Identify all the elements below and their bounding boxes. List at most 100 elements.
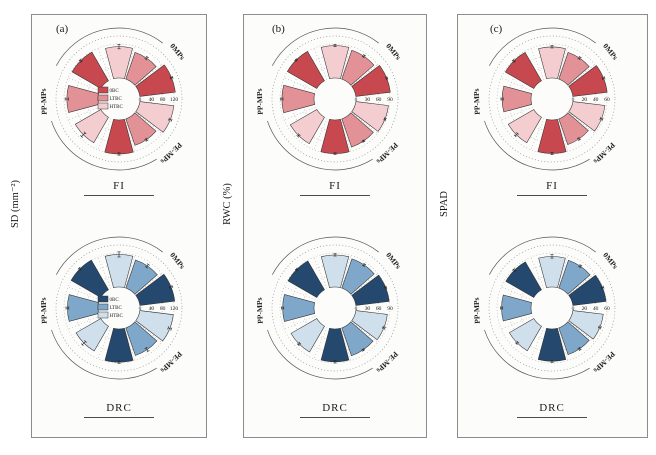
group-label-PP-MPs: PP-MPs [39,88,49,115]
wedge-PP-MPs-HTBC [75,318,109,352]
error-bar [600,118,603,120]
error-cap [170,118,173,122]
wedge-PP-MPs-LTBC [501,294,533,322]
condition-title-c-drc: DRC [510,402,594,418]
grid-ring [86,66,152,132]
error-bar [516,341,519,344]
grid-ring [86,275,152,341]
wedge-PP-MPs-LTBC [67,294,100,322]
outer-ring [488,35,616,163]
error-bar [578,56,581,60]
wedge-0MPs-LTBC [558,259,591,295]
wedge-PE-MPs-0BC [537,118,567,154]
wedge-PP-MPs-0BC [287,260,325,298]
legend-swatch-LTBC [97,94,109,102]
error-bar [512,59,515,62]
error-cap [513,269,517,273]
r-tick-label: 40 [593,97,599,103]
wedge-PE-MPs-HTBC [135,310,174,342]
group-label-PE-MPs: PE-MPs [375,141,400,166]
error-cap [168,285,171,290]
legend-swatch-0BC [97,86,109,94]
error-cap [576,136,580,140]
error-cap [513,60,517,64]
grid-spoke [340,328,352,361]
r-tick-label: 0 [355,306,358,312]
error-bar [601,286,604,289]
error-cap [600,326,602,330]
r-tick-label: 0 [139,306,142,312]
r-tick-label: 40 [593,306,599,312]
error-cap [78,58,82,62]
wedge-PE-MPs-0BC [537,327,567,362]
condition-underline [300,195,370,196]
error-cap [513,134,517,138]
wedge-PE-MPs-HTBC [135,101,175,133]
outer-ring [271,35,399,163]
group-label-PP-MPs: PP-MPs [472,88,482,115]
r-tick-label: 90 [387,306,393,312]
wedge-PE-MPs-LTBC [558,112,589,145]
wedge-0MPs-HTBC [320,254,350,289]
panel-a: (a) [31,14,207,438]
error-cap [144,266,148,269]
wedge-PE-MPs-LTBC [341,112,374,148]
wedge-PE-MPs-HTBC [568,101,606,132]
panel-letter-b: (b) [272,23,285,35]
group-arc [267,329,373,380]
error-cap [384,117,387,122]
error-bar [298,342,301,345]
error-cap [80,343,84,347]
wedge-PP-MPs-LTBC [282,294,316,322]
axis-label-sd: SD (mm⁻²) [10,179,21,229]
group-arc [51,120,157,171]
condition-underline [84,195,154,196]
grid-spoke [68,286,100,301]
r-tick-label: 0 [572,306,575,312]
wedge-0MPs-0BC [351,65,391,97]
r-tick-label: 60 [604,97,610,103]
error-cap [361,139,365,142]
r-tick-label: 120 [170,306,179,312]
error-cap [168,117,170,121]
grid-spoke [284,77,316,92]
wedge-0MPs-HTBC [538,256,566,289]
error-bar [578,137,580,141]
error-bar [169,286,173,288]
error-cap [296,134,300,138]
error-bar [145,56,148,60]
grid-spoke [557,46,569,79]
error-cap [579,264,583,267]
group-arc [272,236,379,275]
condition-title-a-drc: DRC [77,402,161,418]
r-tick-label: 30 [365,306,371,312]
wedge-0MPs-HTBC [320,45,350,80]
error-cap [170,327,173,331]
r-tick-label: 40 [149,97,155,103]
outer-ring [55,35,183,163]
error-cap [386,76,389,80]
legend-swatch-LTBC [97,303,109,311]
condition-underline [300,417,370,418]
error-cap [384,326,386,330]
group-arc [267,120,373,171]
grid-ring [302,275,368,341]
group-label-0MPs: 0MPs [601,42,620,62]
error-bar [362,55,365,58]
r-tick-label: 60 [376,97,382,103]
wedge-0MPs-0BC [568,274,607,306]
error-bar [598,326,602,329]
wedge-0MPs-0BC [135,273,176,306]
legend-label-HTBC: HTBC [110,314,124,319]
error-cap [296,343,300,347]
grid-spoke [501,286,533,301]
r-tick-label: 0 [572,97,575,103]
error-cap [80,135,83,138]
wedge-0MPs-0BC [135,64,176,97]
wedge-PP-MPs-LTBC [281,84,316,114]
wedge-PP-MPs-0BC [504,51,542,89]
grid-spoke [124,328,136,361]
grid-ring [63,43,175,155]
error-cap [145,139,149,142]
error-cap [511,58,515,62]
